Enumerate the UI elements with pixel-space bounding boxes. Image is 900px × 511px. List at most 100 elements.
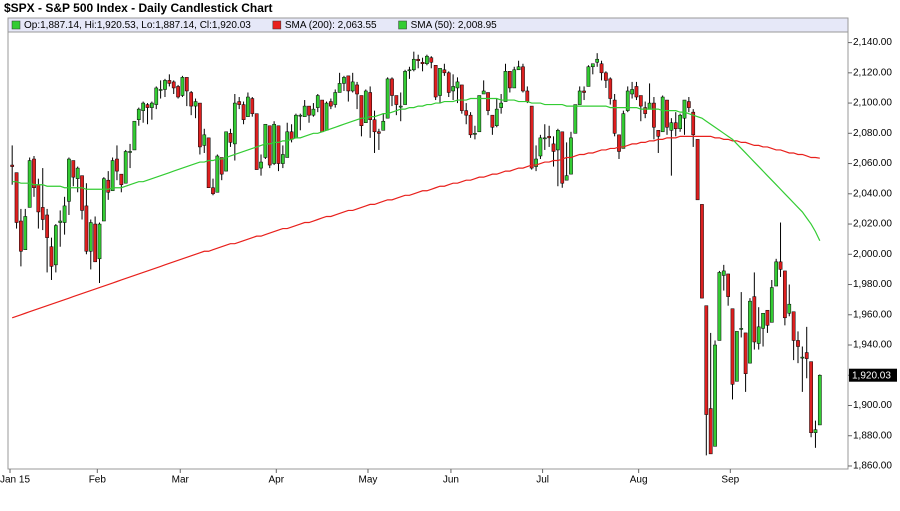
candle-body [342, 77, 346, 84]
candle-body [10, 164, 15, 167]
candle-body [468, 114, 473, 136]
candle-body [804, 352, 809, 359]
candle-body [75, 167, 80, 179]
candle-body [735, 331, 739, 382]
candle-body [503, 71, 508, 102]
candle-body [302, 105, 307, 117]
candle-body [542, 137, 547, 140]
candle-body [163, 80, 167, 90]
candle-body [446, 72, 451, 93]
y-tick-label: 2,020.00 [853, 219, 892, 230]
candle-body [608, 78, 613, 99]
candle-body [486, 92, 490, 111]
candle-body [403, 71, 407, 105]
candle-body [350, 81, 355, 92]
candle-body [206, 137, 211, 188]
candle-body [425, 55, 429, 65]
candle-body [682, 99, 687, 119]
candle-body [743, 332, 748, 374]
candle-body [529, 105, 534, 169]
candle-body [228, 133, 233, 143]
candle-body [695, 139, 700, 201]
candle-body [294, 114, 298, 139]
candle-body [298, 114, 303, 117]
candle-body [141, 102, 146, 111]
candle-body [154, 87, 159, 105]
x-tick-label: Jan 15 [0, 475, 30, 486]
candle-body [377, 131, 381, 134]
y-tick-label: 1,880.00 [853, 430, 892, 441]
y-tick-label: 2,100.00 [853, 98, 892, 109]
candle-body [97, 223, 102, 260]
candle-body [320, 99, 324, 133]
candle-body [250, 98, 255, 114]
candle-body [761, 313, 765, 329]
legend-swatch [272, 20, 282, 30]
candle-body [211, 187, 215, 195]
candle-body [577, 90, 582, 105]
legend-label: Op:1,887.14, Hi:1,920.53, Lo:1,887.14, C… [24, 20, 251, 31]
candle-body [660, 96, 665, 133]
candle-body [783, 270, 787, 319]
candle-body [259, 161, 263, 169]
candle-body [778, 261, 783, 270]
candle-body [189, 92, 194, 107]
candle-body [521, 66, 525, 92]
candle-body [717, 272, 722, 341]
candle-body [324, 102, 329, 131]
candle-body [796, 340, 800, 347]
candle-body [691, 111, 696, 136]
candle-body [713, 344, 717, 447]
x-tick-label: Jul [536, 475, 549, 486]
x-tick-label: Aug [630, 475, 648, 486]
candle-body [748, 300, 752, 364]
candle-body [455, 81, 460, 89]
candle-body [363, 90, 368, 123]
candle-body [433, 65, 438, 98]
y-tick-label: 2,000.00 [853, 249, 892, 260]
candle-body [36, 184, 41, 213]
candle-body [630, 89, 634, 95]
candle-body [381, 120, 386, 131]
candle-body [643, 107, 648, 114]
candle-body [490, 114, 495, 128]
candle-body [307, 105, 311, 116]
candle-body [604, 72, 608, 81]
candle-body [625, 90, 630, 111]
candle-body [809, 361, 813, 433]
candle-body [756, 326, 761, 344]
y-tick-label: 1,900.00 [853, 400, 892, 411]
candle-body [119, 173, 124, 185]
candle-body [429, 57, 434, 63]
candle-body [71, 160, 76, 178]
candle-body [276, 125, 281, 164]
candle-body [58, 220, 63, 223]
candle-body [686, 101, 691, 108]
y-tick-label: 2,060.00 [853, 158, 892, 169]
candle-body [673, 122, 678, 130]
candle-body [769, 287, 774, 323]
candle-body [254, 113, 259, 170]
candle-body [451, 86, 455, 92]
candle-body [176, 86, 180, 98]
candle-body [590, 63, 595, 68]
candle-body [634, 86, 639, 98]
candle-body [198, 102, 202, 148]
candle-body [556, 130, 560, 151]
candle-body [525, 90, 530, 102]
candle-body [704, 305, 709, 415]
last-value-box [849, 368, 897, 382]
candle-body [481, 90, 486, 95]
candle-body [612, 99, 617, 134]
candle-body [232, 102, 237, 145]
candle-body [102, 178, 106, 222]
candle-body [346, 75, 351, 92]
x-tick-label: Jun [443, 475, 459, 486]
candle-body [407, 69, 412, 72]
candle-body [708, 408, 713, 455]
candle-body [547, 136, 552, 139]
y-tick-label: 1,860.00 [853, 461, 892, 472]
candle-body [813, 429, 818, 433]
sma-line [12, 97, 821, 242]
